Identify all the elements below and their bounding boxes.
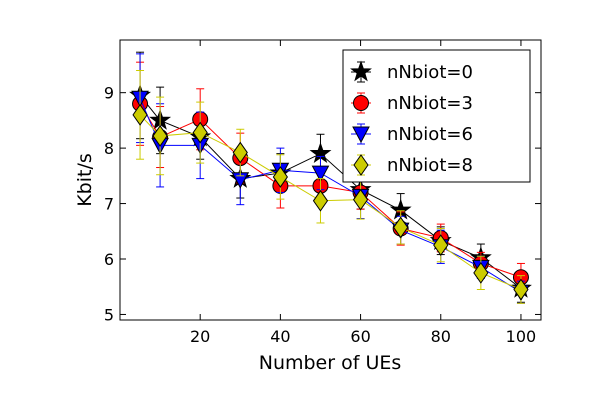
x-tick-label: 100 bbox=[506, 327, 537, 346]
y-axis-label: Kbit/s bbox=[74, 153, 96, 207]
legend: nNbiot=0 nNbiot=3 nNbiot=6 nNbiot=8 bbox=[342, 49, 531, 183]
data-point bbox=[152, 125, 168, 147]
x-tick-label: 20 bbox=[190, 327, 210, 346]
x-axis-label: Number of UEs bbox=[259, 352, 402, 374]
legend-marker bbox=[352, 126, 370, 144]
data-point bbox=[473, 261, 489, 284]
legend-box bbox=[342, 49, 531, 183]
data-point bbox=[311, 165, 330, 183]
data-point bbox=[312, 189, 329, 212]
legend-label: nNbiot=0 bbox=[387, 62, 473, 83]
legend-item: nNbiot=0 bbox=[350, 60, 473, 83]
y-tick-label: 6 bbox=[104, 250, 114, 269]
data-point bbox=[232, 141, 248, 164]
data-point bbox=[352, 188, 369, 211]
legend-items: nNbiot=0 nNbiot=3 nNbiot=6 nNbiot=8 bbox=[350, 60, 473, 176]
plot-frame bbox=[119, 39, 542, 321]
data-point bbox=[393, 216, 409, 239]
data-point bbox=[433, 234, 449, 257]
data-point bbox=[272, 166, 288, 188]
data-point bbox=[132, 103, 148, 126]
y-tick-label: 8 bbox=[104, 139, 114, 158]
legend-label: nNbiot=6 bbox=[387, 124, 473, 145]
legend-item: nNbiot=8 bbox=[351, 154, 473, 176]
legend-item: nNbiot=6 bbox=[351, 123, 473, 145]
legend-item: nNbiot=3 bbox=[351, 92, 473, 114]
series-nNbiot=8 bbox=[132, 69, 529, 304]
legend-marker bbox=[353, 95, 369, 111]
x-tick-label: 80 bbox=[431, 327, 451, 346]
y-tick-label: 5 bbox=[104, 305, 114, 324]
x-tick-label: 40 bbox=[270, 327, 290, 346]
data-point bbox=[513, 278, 529, 301]
y-tick-label: 9 bbox=[104, 84, 114, 103]
legend-marker bbox=[353, 154, 369, 176]
x-tick-label: 60 bbox=[350, 327, 370, 346]
ticks-layer: 20 40 60 80 100 5 6 7 8 9 bbox=[104, 40, 541, 346]
legend-label: nNbiot=3 bbox=[387, 93, 473, 114]
legend-label: nNbiot=8 bbox=[387, 155, 473, 176]
legend-marker bbox=[350, 60, 372, 82]
data-point bbox=[192, 121, 208, 144]
y-tick-label: 7 bbox=[104, 195, 114, 214]
